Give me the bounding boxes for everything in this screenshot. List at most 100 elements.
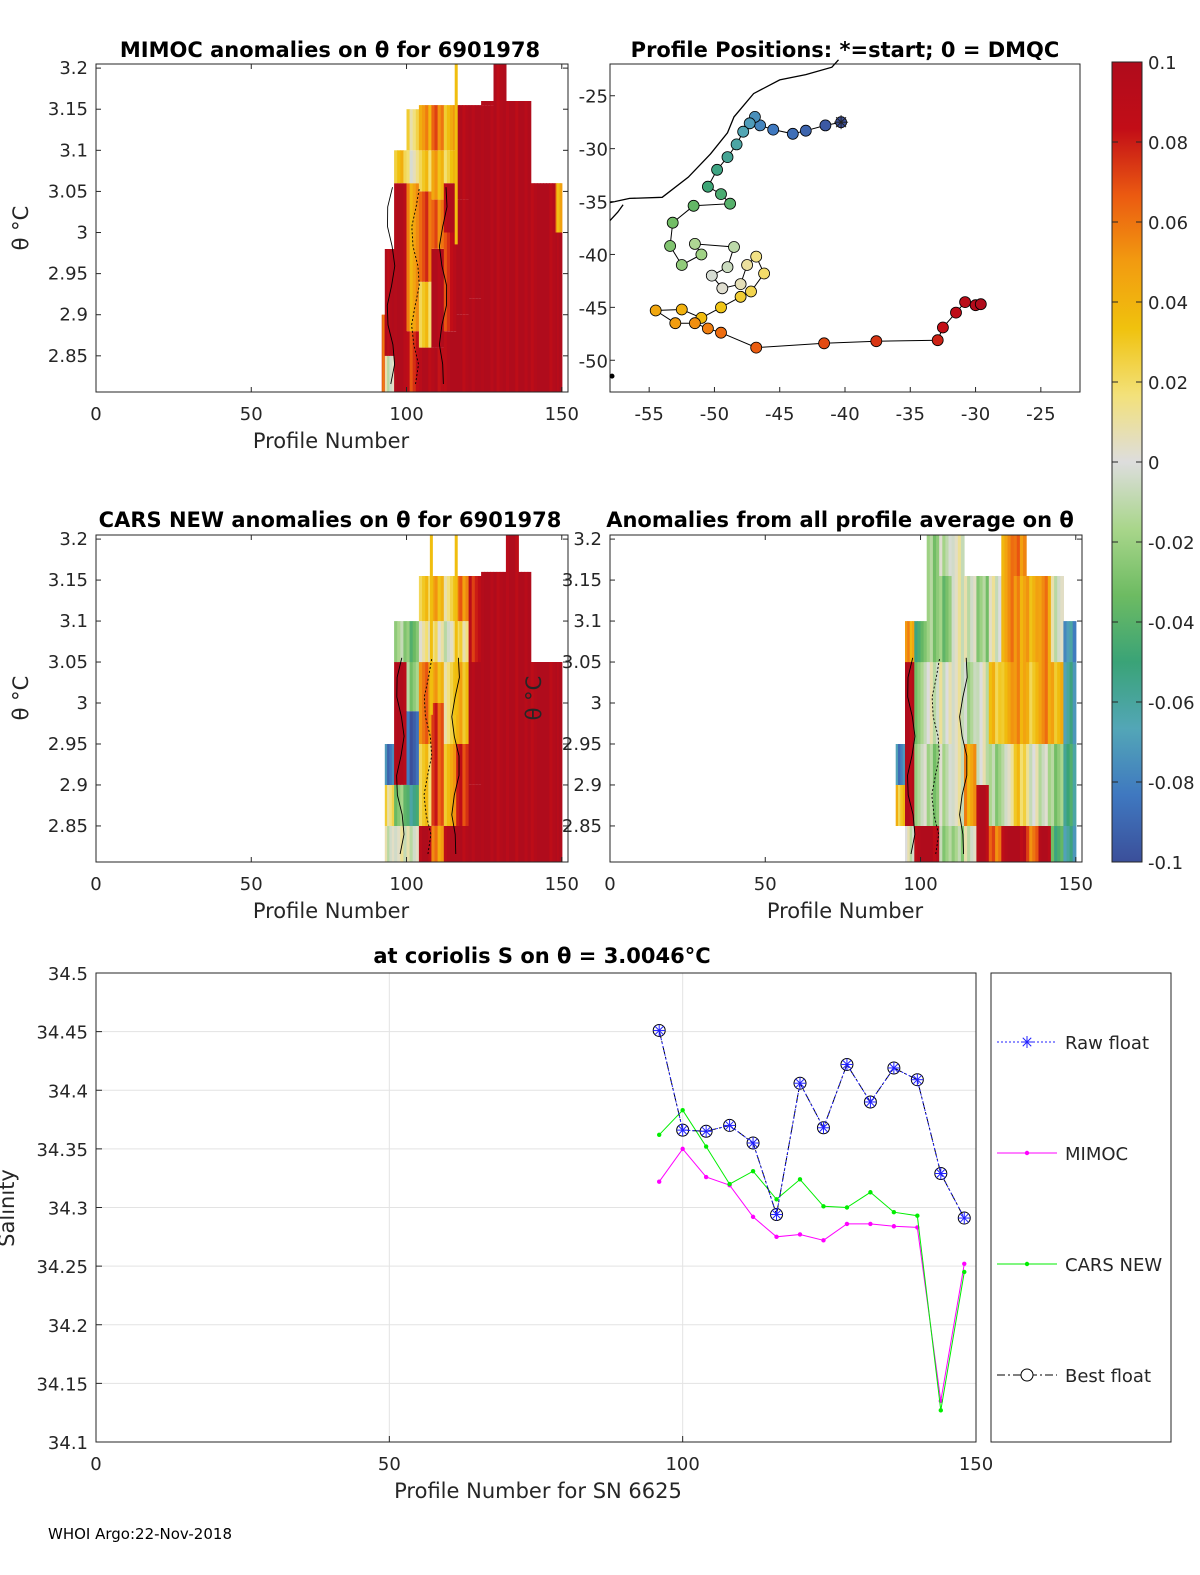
heatmap-cell (543, 662, 547, 862)
heatmap-cell (450, 576, 454, 622)
profile-position (799, 124, 812, 137)
heatmap-cell (917, 744, 922, 826)
heatmap-cell (960, 825, 965, 862)
heatmap-cell (446, 621, 451, 663)
profile-position (715, 326, 727, 339)
heatmap-cell (400, 150, 404, 184)
heatmap-cell (907, 621, 911, 663)
heatmap-cell (434, 199, 439, 249)
heatmap-cell (1016, 662, 1021, 744)
heatmap-cell (474, 105, 479, 299)
heatmap-cell (499, 64, 504, 392)
cars-title: CARS NEW anomalies on θ for 6901978 (99, 508, 562, 532)
heatmap-cell (425, 825, 429, 862)
heatmap-cell (512, 101, 516, 392)
heatmap-cell (905, 825, 908, 862)
heatmap-cell (533, 662, 538, 862)
heatmap-cell (403, 825, 408, 862)
allavg-panel: Anomalies from all profile average on θ … (522, 508, 1093, 923)
series-line-raw (658, 1030, 965, 1219)
heatmap-cell (964, 662, 968, 744)
y-tick-label: 34.45 (36, 1023, 88, 1044)
heatmap-cell (443, 150, 448, 184)
heatmap-cell (1060, 662, 1064, 744)
heatmap-cell (512, 535, 516, 862)
data-point (936, 1168, 946, 1179)
positions-panel: Profile Positions: *=start; 0 = DMQC -55… (579, 38, 1081, 425)
heatmap-cell (418, 347, 423, 392)
heatmap-cell (957, 662, 962, 744)
heatmap-cell (465, 662, 470, 744)
heatmap-cell (412, 785, 417, 826)
heatmap-cell (422, 191, 426, 282)
heatmap-cell (412, 331, 417, 392)
heatmap-cell (446, 576, 451, 622)
cars-ylabel: θ °C (9, 676, 33, 721)
heatmap-cell (465, 314, 470, 392)
heatmap-cell (957, 825, 962, 862)
heatmap-cell (1001, 535, 1005, 576)
heatmap-cell (459, 576, 463, 622)
heatmap-cell (487, 571, 491, 862)
heatmap-cell (446, 662, 451, 744)
heatmap-cell (546, 183, 550, 392)
heatmap-cell (1057, 662, 1061, 744)
data-point (821, 1238, 826, 1243)
heatmap-cell (543, 183, 547, 392)
positions-title: Profile Positions: *=start; 0 = DMQC (631, 38, 1060, 62)
y-tick-label: 2.85 (48, 816, 88, 837)
heatmap-cell (985, 576, 990, 663)
heatmap-cell (406, 662, 411, 712)
heatmap-cell (487, 101, 491, 106)
heatmap-cell (437, 662, 442, 703)
heatmap-cell (422, 576, 426, 622)
heatmap-cell (1032, 825, 1036, 862)
heatmap-cell (895, 785, 899, 826)
heatmap-cell (1041, 825, 1046, 862)
heatmap-cell (1072, 825, 1077, 862)
profile-position (715, 188, 727, 201)
data-point (844, 1205, 850, 1210)
heatmap-cell (951, 662, 956, 744)
profile-position (702, 180, 714, 193)
data-point (842, 1059, 852, 1070)
heatmap-cell (437, 199, 442, 249)
heatmap-cell (446, 150, 451, 184)
heatmap-cell (964, 744, 968, 826)
heatmap-cell (431, 576, 436, 622)
heatmap-cell (477, 105, 482, 299)
heatmap-cell (533, 183, 538, 392)
heatmap-cell (440, 703, 445, 826)
heatmap-cell (552, 662, 557, 862)
heatmap-cell (979, 825, 984, 862)
heatmap-cell (415, 150, 420, 184)
coastline (609, 59, 839, 204)
heatmap-cell (434, 105, 439, 151)
heatmap-cell (409, 183, 414, 332)
heatmap-cell (1038, 576, 1043, 663)
heatmap-cell (945, 576, 950, 663)
heatmap-cell (920, 744, 925, 826)
heatmap-cell (976, 825, 981, 862)
heatmap-cell (973, 662, 977, 744)
colorbar-tick-label: 0.06 (1148, 213, 1188, 234)
heatmap-cell (387, 825, 390, 862)
y-tick-label: 3.2 (59, 529, 88, 550)
profile-position (734, 278, 747, 291)
start-marker (835, 116, 847, 128)
heatmap-cell (400, 621, 404, 663)
y-tick-label: 3.1 (573, 611, 602, 632)
data-point (912, 1075, 922, 1085)
heatmap-cell (557, 662, 560, 862)
heatmap-cell (434, 621, 439, 663)
heatmap-cell (400, 183, 404, 392)
heatmap-cell (490, 101, 495, 106)
heatmap-cell (527, 571, 532, 862)
heatmap-cell (1035, 744, 1040, 826)
heatmap-cell (471, 662, 476, 785)
profile-position (745, 285, 757, 298)
heatmap-cell (468, 298, 473, 392)
heatmap-cell (536, 183, 541, 392)
salinity-ylabel: Salinity (0, 1169, 19, 1247)
heatmap-cell (1050, 662, 1055, 744)
